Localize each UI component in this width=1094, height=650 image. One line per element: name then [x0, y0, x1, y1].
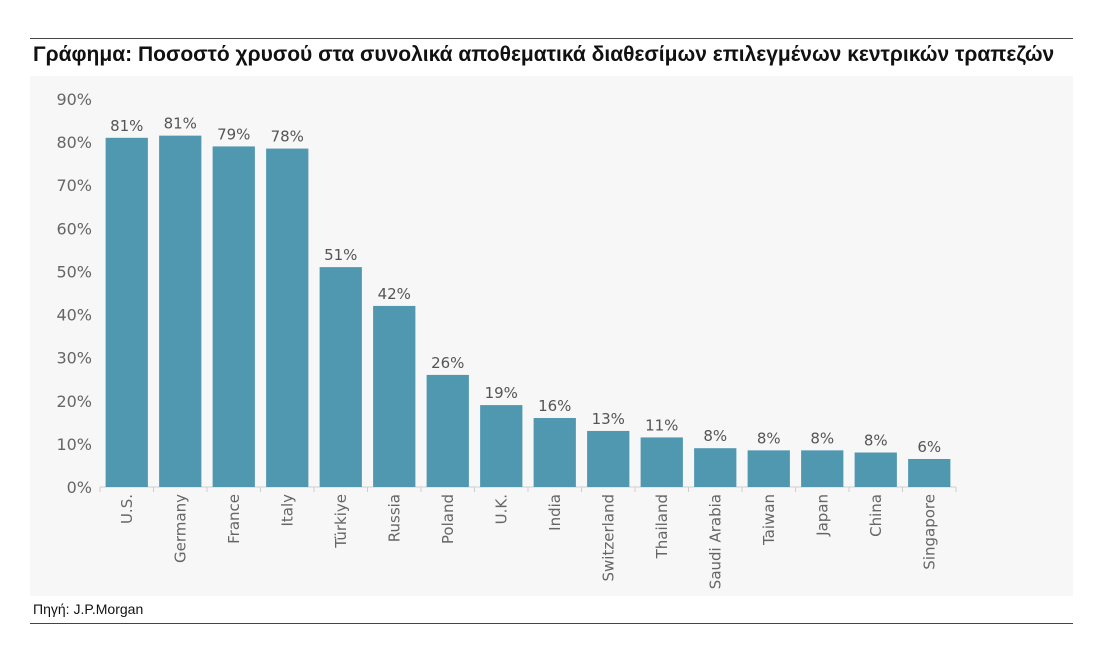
data-label: 6%: [917, 438, 941, 456]
y-tick-label: 20%: [56, 392, 92, 411]
data-label: 79%: [217, 125, 250, 143]
x-tick-label: Thailand: [653, 494, 671, 559]
data-label: 81%: [164, 115, 197, 133]
x-tick-label: Türkiye: [332, 494, 350, 549]
bar: [266, 148, 309, 488]
data-label: 8%: [810, 429, 834, 447]
y-tick-label: 40%: [56, 306, 92, 325]
bottom-rule: [30, 623, 1073, 624]
bar: [373, 305, 416, 487]
x-tick-label: Switzerland: [599, 494, 617, 582]
y-tick-label: 70%: [56, 176, 92, 195]
data-label: 81%: [110, 117, 143, 135]
bar: [159, 135, 202, 487]
top-rule: [30, 38, 1073, 39]
bar: [533, 418, 576, 487]
x-tick-label: Russia: [385, 494, 403, 542]
x-tick-label: France: [225, 494, 243, 544]
data-label: 8%: [703, 427, 727, 445]
bar: [480, 405, 523, 487]
bar: [908, 458, 951, 487]
y-tick-label: 30%: [56, 349, 92, 368]
y-tick-label: 60%: [56, 219, 92, 238]
bar: [105, 137, 148, 488]
x-tick-label: Singapore: [920, 494, 938, 570]
data-label: 19%: [485, 384, 518, 402]
data-label: 26%: [431, 354, 464, 372]
source-note: Πηγή: J.P.Morgan: [33, 601, 144, 617]
y-tick-label: 10%: [56, 435, 92, 454]
y-tick-label: 80%: [56, 133, 92, 152]
data-label: 11%: [645, 416, 678, 434]
x-tick-label: U.K.: [492, 494, 510, 524]
bar: [319, 267, 362, 487]
x-tick-label: Japan: [813, 494, 831, 537]
data-label: 16%: [538, 397, 571, 415]
bar: [640, 437, 683, 487]
bar: [212, 146, 255, 487]
bar: [587, 430, 630, 487]
x-tick-label: Italy: [278, 494, 296, 527]
data-label: 78%: [271, 128, 304, 146]
bar: [426, 374, 469, 487]
chart-area: [30, 76, 1073, 596]
data-label: 51%: [324, 246, 357, 264]
y-tick-label: 50%: [56, 262, 92, 281]
x-tick-label: Poland: [439, 494, 457, 544]
chart-title: Γράφημα: Ποσοστό χρυσού στα συνολικά απο…: [33, 43, 1055, 66]
data-label: 8%: [864, 432, 888, 450]
x-tick-label: India: [546, 494, 564, 531]
x-tick-label: U.S.: [118, 494, 136, 524]
data-label: 42%: [378, 285, 411, 303]
bar: [801, 450, 844, 487]
x-tick-label: Germany: [171, 494, 189, 563]
bar: [854, 452, 897, 487]
x-tick-label: Taiwan: [760, 494, 778, 546]
data-label: 13%: [592, 410, 625, 428]
x-tick-label: Saudi Arabia: [706, 494, 724, 589]
y-tick-label: 90%: [56, 90, 92, 109]
x-tick-label: China: [867, 494, 885, 537]
y-tick-label: 0%: [67, 478, 92, 497]
bar: [694, 448, 737, 487]
data-label: 8%: [757, 429, 781, 447]
bar: [747, 450, 790, 487]
